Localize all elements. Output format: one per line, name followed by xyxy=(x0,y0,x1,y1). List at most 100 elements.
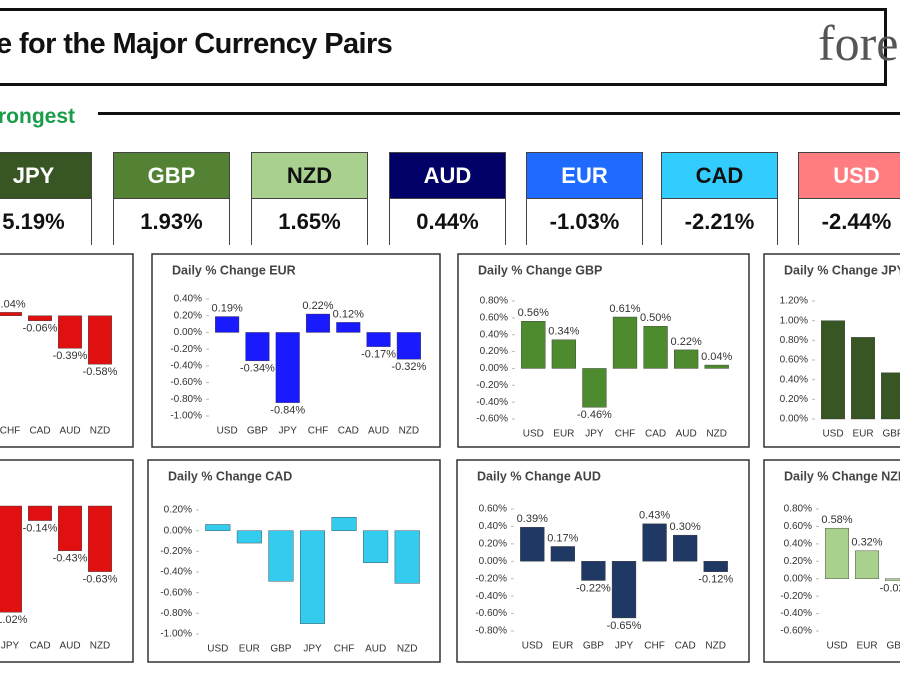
y-tick-label: -0.60% xyxy=(160,587,192,598)
x-tick-label: GBP xyxy=(247,426,268,437)
y-tick-label: 0.20% xyxy=(780,394,808,405)
data-label: -0.65% xyxy=(607,620,642,632)
data-label: -0.17% xyxy=(361,349,396,361)
x-tick-label: EUR xyxy=(553,429,574,440)
x-tick-label: CAD xyxy=(29,426,50,437)
x-tick-label: AUD xyxy=(368,426,389,437)
section-label: rongest xyxy=(0,105,76,128)
y-tick-label: 0.60% xyxy=(784,521,812,532)
title-frame xyxy=(0,8,887,86)
y-tick-label: 0.00% xyxy=(480,363,508,374)
x-tick-label: EUR xyxy=(852,429,873,440)
y-tick-label: 0.00% xyxy=(479,556,507,567)
data-label: 0.43% xyxy=(639,510,670,522)
x-tick-label: NZD xyxy=(399,426,420,437)
data-label: 0.56% xyxy=(518,307,549,319)
bar xyxy=(520,527,545,562)
strength-box: CAD -2.21% xyxy=(661,152,778,245)
x-tick-label: EUR xyxy=(552,641,573,652)
x-tick-label: CAD xyxy=(29,641,50,652)
y-tick-label: 0.60% xyxy=(780,355,808,366)
data-label: -0.63% xyxy=(83,574,118,586)
bar xyxy=(881,372,900,420)
y-tick-label: -0.80% xyxy=(170,394,202,405)
bar xyxy=(299,530,326,624)
y-tick-label: 0.20% xyxy=(479,538,507,549)
x-tick-label: GBP xyxy=(270,644,291,655)
change: -2.44% xyxy=(799,198,900,245)
x-tick-label: CHF xyxy=(0,426,20,437)
chart-title: Daily % Change CAD xyxy=(168,469,292,483)
chart-title: Daily % Change NZD xyxy=(784,469,900,483)
y-tick-label: 0.40% xyxy=(784,538,812,549)
x-tick-label: JPY xyxy=(1,641,20,652)
x-tick-label: GBP xyxy=(583,641,604,652)
section-rule xyxy=(98,112,900,115)
bar xyxy=(851,337,875,420)
y-tick-label: -0.20% xyxy=(160,546,192,557)
x-tick-label: NZD xyxy=(706,429,727,440)
data-label: 0.30% xyxy=(670,521,701,533)
chart-title: Daily % Change JPY xyxy=(784,263,900,277)
y-tick-label: -0.80% xyxy=(475,626,507,637)
x-tick-label: USD xyxy=(522,641,543,652)
chart-title: Daily % Change GBP xyxy=(478,263,602,277)
y-tick-label: -0.80% xyxy=(160,608,192,619)
bar xyxy=(236,530,262,544)
bar xyxy=(582,368,607,408)
chart-frame xyxy=(457,253,750,448)
bar xyxy=(88,505,112,572)
data-label: -0.34% xyxy=(240,363,275,375)
y-tick-label: 0.00% xyxy=(780,414,808,425)
bar xyxy=(521,321,546,369)
x-tick-label: GBP xyxy=(882,429,900,440)
chart-frame xyxy=(0,459,134,663)
data-label: -0.43% xyxy=(53,553,88,565)
currency: GBP xyxy=(114,153,229,198)
x-tick-label: EUR xyxy=(856,641,877,652)
data-label: -0.06% xyxy=(23,323,58,335)
y-tick-label: 0.80% xyxy=(480,296,508,307)
y-tick-label: -0.40% xyxy=(475,591,507,602)
strength-box: EUR -1.03% xyxy=(526,152,643,245)
x-tick-label: JPY xyxy=(615,641,634,652)
y-tick-label: 0.20% xyxy=(784,556,812,567)
data-label: 0.04% xyxy=(0,298,26,310)
data-label: -0.32% xyxy=(391,361,426,373)
bar xyxy=(363,530,389,563)
y-tick-label: 0.40% xyxy=(174,294,202,305)
x-tick-label: AUD xyxy=(365,644,386,655)
bar xyxy=(704,364,729,369)
bar xyxy=(612,316,638,369)
data-label: 0.04% xyxy=(701,351,732,363)
x-tick-label: CAD xyxy=(338,426,359,437)
data-label: 0.61% xyxy=(609,303,640,315)
bar xyxy=(205,524,231,531)
y-tick-label: -0.60% xyxy=(780,626,812,637)
data-label: 0.39% xyxy=(517,513,548,525)
data-label: 0.19% xyxy=(212,302,243,314)
x-tick-label: USD xyxy=(523,429,544,440)
y-tick-label: 0.20% xyxy=(164,505,192,516)
bar xyxy=(58,315,82,349)
bar xyxy=(825,527,849,579)
x-tick-label: NZD xyxy=(705,641,726,652)
y-tick-label: 1.00% xyxy=(780,315,808,326)
data-label: -0.22% xyxy=(576,582,611,594)
x-tick-label: AUD xyxy=(676,429,697,440)
x-tick-label: USD xyxy=(217,426,238,437)
change: 1.93% xyxy=(114,198,229,245)
bar xyxy=(0,312,22,316)
y-tick-label: 0.00% xyxy=(174,327,202,338)
bar xyxy=(703,561,728,572)
x-tick-label: NZD xyxy=(90,426,111,437)
bar xyxy=(674,349,699,369)
x-tick-label: CHF xyxy=(334,644,355,655)
chart-title: Daily % Change AUD xyxy=(477,469,601,483)
x-tick-label: AUD xyxy=(59,426,80,437)
chart-title: Daily % Change EUR xyxy=(172,263,296,277)
y-tick-label: 0.80% xyxy=(784,504,812,515)
bar xyxy=(58,505,82,551)
